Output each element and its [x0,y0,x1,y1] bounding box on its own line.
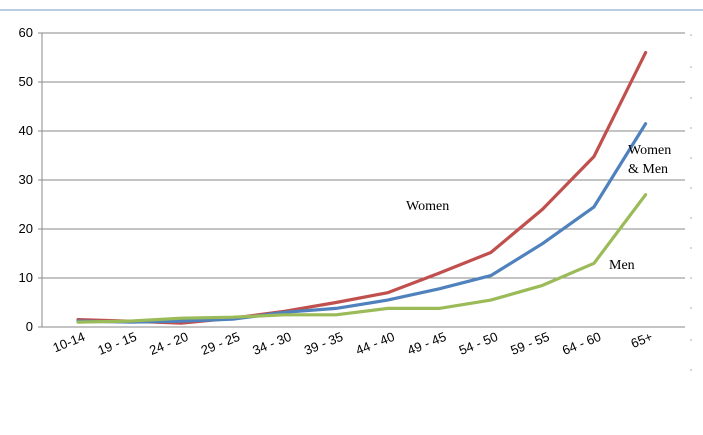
x-tick-label: 44 - 40 [354,329,397,358]
annotations: Women Women & Men Men [406,143,671,273]
x-tick-label: 19 - 15 [96,329,139,358]
x-tick-label: 34 - 30 [250,329,293,358]
y-tick-label: 30 [19,172,33,187]
series-line-men [76,193,648,324]
series-line-both [76,122,648,324]
annotation-women-men-line1: Women [628,143,671,158]
x-tick-label: 49 - 45 [405,329,448,358]
x-tick-label: 65+ [629,329,655,351]
annotation-men: Men [609,258,635,273]
series-lines [76,50,648,325]
x-tick-label: 29 - 25 [199,329,242,358]
series-line-women [76,50,648,325]
y-tick-label: 0 [26,319,33,334]
y-tick-label: 20 [19,221,33,236]
x-tick-label: 64 - 60 [560,329,603,358]
x-tick-labels: 10-14 19 - 15 24 - 20 29 - 25 34 - 30 39 - 35… [51,329,655,358]
annotation-women: Women [406,199,449,214]
x-tick-label: 39 - 35 [302,329,345,358]
gridlines [42,32,685,279]
y-tick-labels: 0 10 20 30 40 50 60 [19,25,33,334]
window-top-border [0,0,703,11]
y-tick-label: 40 [19,123,33,138]
x-tick-label: 59 - 55 [508,329,551,358]
annotation-women-men-line2: & Men [628,162,668,177]
y-tick-label: 50 [19,74,33,89]
axes [38,32,692,371]
x-tick-label: 24 - 20 [147,329,190,358]
y-tick-label: 10 [19,270,33,285]
x-tick-label: 54 - 50 [457,329,500,358]
x-tick-label: 10-14 [51,329,87,355]
y-tick-label: 60 [19,25,33,40]
